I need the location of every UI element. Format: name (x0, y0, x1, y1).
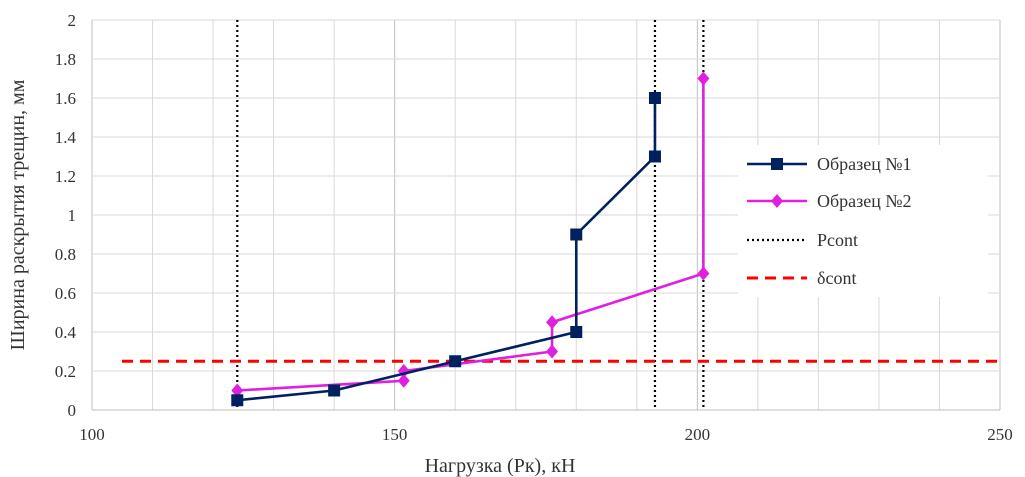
legend-item-2-marker (771, 194, 783, 208)
series-obrazec-1-point (570, 326, 583, 338)
y-tick-label: 0.4 (55, 323, 77, 342)
legend-item-4-label: δcont (817, 268, 856, 288)
y-tick-label: 1.4 (55, 128, 77, 147)
y-tick-label: 1 (68, 206, 77, 225)
series-obrazec-2-point (697, 71, 710, 86)
x-tick-label: 200 (685, 425, 711, 444)
series-obrazec-1-line (237, 98, 657, 402)
series-obrazec-1-point (648, 150, 661, 163)
y-tick-label: 0 (68, 401, 77, 420)
y-tick-label: 0.8 (55, 245, 76, 264)
legend-item-1-label: Образец №1 (817, 154, 912, 174)
y-tick-label: 2 (68, 11, 77, 30)
series-group (231, 71, 710, 407)
series-obrazec-2-point (546, 315, 559, 330)
legend-item-3-label: Pcont (817, 230, 858, 250)
series-obrazec-1-point (648, 92, 661, 104)
y-tick-label: 1.6 (55, 89, 76, 108)
x-axis-title: Нагрузка (Рк), кН (425, 455, 576, 477)
y-axis-title: Ширина раскрытия трещин, мм (7, 79, 29, 350)
series-obrazec-1-point (449, 355, 462, 368)
x-tick-label: 150 (382, 425, 408, 444)
x-tick-label: 250 (987, 425, 1013, 444)
series-obrazec-2-point (231, 383, 244, 398)
series-obrazec-2-point (697, 266, 710, 281)
series-obrazec-1-point (231, 394, 244, 407)
legend-item-2-label: Образец №2 (817, 191, 912, 211)
legend-item-1-marker (771, 158, 783, 170)
series-obrazec-2-point (397, 373, 410, 388)
tick-labels: 100 150 200 250 0 0.2 0.4 0.6 0.8 1 1.2 1.4 1.6 1.8 2 (55, 11, 1013, 444)
series-obrazec-1-point (328, 384, 341, 397)
series-obrazec-2-line (237, 78, 705, 392)
legend-background (738, 145, 988, 297)
y-tick-label: 1.8 (55, 50, 76, 69)
series-obrazec-1-point (570, 228, 583, 241)
series-obrazec-2-point (546, 344, 559, 359)
y-tick-label: 0.2 (55, 362, 76, 381)
y-tick-label: 1.2 (55, 167, 76, 186)
legend: Образец №1 Образец №2 Pcont δcont (738, 145, 988, 297)
x-tick-label: 100 (79, 425, 105, 444)
y-tick-label: 0.6 (55, 284, 76, 303)
